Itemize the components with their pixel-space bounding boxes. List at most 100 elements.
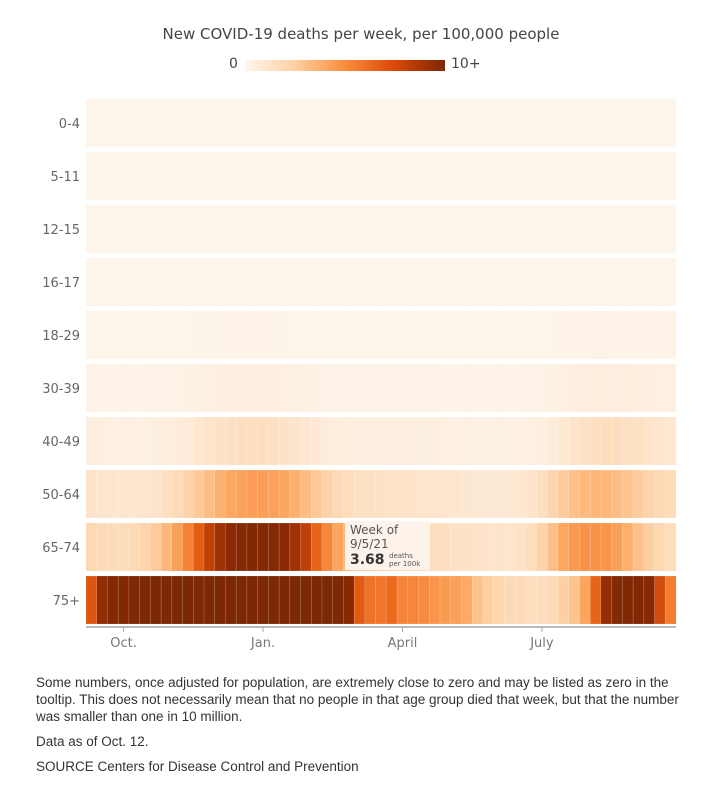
heatmap-cell[interactable] (150, 310, 162, 360)
heatmap-cell[interactable] (150, 151, 162, 201)
heatmap-cell[interactable] (235, 416, 248, 466)
heatmap-cell[interactable] (589, 522, 602, 572)
heatmap-cell[interactable] (214, 98, 226, 148)
heatmap-cell[interactable] (654, 416, 666, 466)
heatmap-cell[interactable] (600, 575, 613, 625)
heatmap-cell[interactable] (461, 522, 473, 572)
heatmap-cell[interactable] (375, 416, 387, 466)
heatmap-cell[interactable] (160, 151, 173, 201)
heatmap-cell[interactable] (353, 151, 366, 201)
heatmap-cell[interactable] (214, 204, 226, 254)
heatmap-cell[interactable] (85, 416, 98, 466)
heatmap-cell[interactable] (525, 98, 537, 148)
heatmap-cell[interactable] (332, 416, 344, 466)
heatmap-cell[interactable] (117, 98, 130, 148)
heatmap-cell[interactable] (600, 469, 613, 519)
heatmap-cell[interactable] (96, 416, 108, 466)
heatmap-cell[interactable] (375, 310, 387, 360)
heatmap-cell[interactable] (139, 416, 151, 466)
heatmap-cell[interactable] (139, 363, 151, 413)
heatmap-cell[interactable] (407, 257, 419, 307)
heatmap-cell[interactable] (568, 204, 580, 254)
heatmap-cell[interactable] (107, 98, 119, 148)
heatmap-cell[interactable] (654, 363, 666, 413)
heatmap-cell[interactable] (450, 310, 462, 360)
heatmap-cell[interactable] (611, 575, 623, 625)
heatmap-cell[interactable] (139, 204, 151, 254)
heatmap-cell[interactable] (632, 522, 645, 572)
heatmap-cell[interactable] (632, 98, 645, 148)
heatmap-cell[interactable] (203, 257, 216, 307)
heatmap-cell[interactable] (257, 151, 269, 201)
heatmap-cell[interactable] (192, 310, 205, 360)
heatmap-cell[interactable] (504, 204, 516, 254)
heatmap-cell[interactable] (568, 310, 580, 360)
heatmap-cell[interactable] (85, 310, 98, 360)
heatmap-cell[interactable] (386, 575, 398, 625)
heatmap-cell[interactable] (632, 257, 645, 307)
heatmap-cell[interactable] (546, 469, 559, 519)
heatmap-cell[interactable] (96, 363, 108, 413)
heatmap-cell[interactable] (611, 151, 623, 201)
heatmap-cell[interactable] (450, 98, 462, 148)
heatmap-cell[interactable] (557, 575, 570, 625)
heatmap-cell[interactable] (439, 363, 452, 413)
heatmap-cell[interactable] (332, 310, 344, 360)
heatmap-cell[interactable] (235, 310, 248, 360)
heatmap-cell[interactable] (235, 204, 248, 254)
heatmap-cell[interactable] (482, 98, 495, 148)
heatmap-cell[interactable] (439, 204, 452, 254)
heatmap-cell[interactable] (514, 310, 527, 360)
heatmap-cell[interactable] (589, 469, 602, 519)
heatmap-cell[interactable] (664, 469, 677, 519)
heatmap-cell[interactable] (461, 257, 473, 307)
heatmap-cell[interactable] (107, 310, 119, 360)
heatmap-cell[interactable] (622, 98, 634, 148)
heatmap-cell[interactable] (192, 204, 205, 254)
heatmap-cell[interactable] (600, 204, 613, 254)
heatmap-cell[interactable] (96, 204, 108, 254)
heatmap-cell[interactable] (150, 204, 162, 254)
heatmap-cell[interactable] (268, 310, 280, 360)
heatmap-cell[interactable] (589, 416, 602, 466)
heatmap-cell[interactable] (643, 575, 655, 625)
heatmap-cell[interactable] (461, 310, 473, 360)
heatmap-cell[interactable] (525, 204, 537, 254)
heatmap-cell[interactable] (611, 98, 623, 148)
heatmap-cell[interactable] (117, 204, 130, 254)
heatmap-cell[interactable] (418, 98, 430, 148)
heatmap-cell[interactable] (461, 575, 473, 625)
heatmap-cell[interactable] (546, 204, 559, 254)
heatmap-cell[interactable] (300, 151, 312, 201)
heatmap-cell[interactable] (364, 469, 377, 519)
heatmap-cell[interactable] (622, 204, 634, 254)
heatmap-cell[interactable] (246, 310, 259, 360)
heatmap-cell[interactable] (182, 522, 194, 572)
heatmap-cell[interactable] (343, 257, 355, 307)
heatmap-cell[interactable] (579, 257, 591, 307)
heatmap-cell[interactable] (246, 98, 259, 148)
heatmap-cell[interactable] (268, 469, 280, 519)
heatmap-cell[interactable] (546, 575, 559, 625)
heatmap-cell[interactable] (214, 575, 226, 625)
heatmap-cell[interactable] (150, 363, 162, 413)
heatmap-cell[interactable] (300, 204, 312, 254)
heatmap-cell[interactable] (654, 469, 666, 519)
heatmap-cell[interactable] (525, 575, 537, 625)
heatmap-cell[interactable] (214, 310, 226, 360)
heatmap-cell[interactable] (235, 469, 248, 519)
heatmap-cell[interactable] (96, 151, 108, 201)
heatmap-cell[interactable] (546, 151, 559, 201)
heatmap-cell[interactable] (600, 416, 613, 466)
heatmap-cell[interactable] (160, 98, 173, 148)
heatmap-cell[interactable] (664, 204, 677, 254)
heatmap-cell[interactable] (321, 98, 334, 148)
heatmap-cell[interactable] (428, 204, 441, 254)
heatmap-cell[interactable] (117, 416, 130, 466)
heatmap-cell[interactable] (364, 310, 377, 360)
heatmap-cell[interactable] (439, 98, 452, 148)
heatmap-cell[interactable] (600, 98, 613, 148)
heatmap-cell[interactable] (300, 363, 312, 413)
heatmap-cell[interactable] (268, 204, 280, 254)
heatmap-cell[interactable] (321, 204, 334, 254)
